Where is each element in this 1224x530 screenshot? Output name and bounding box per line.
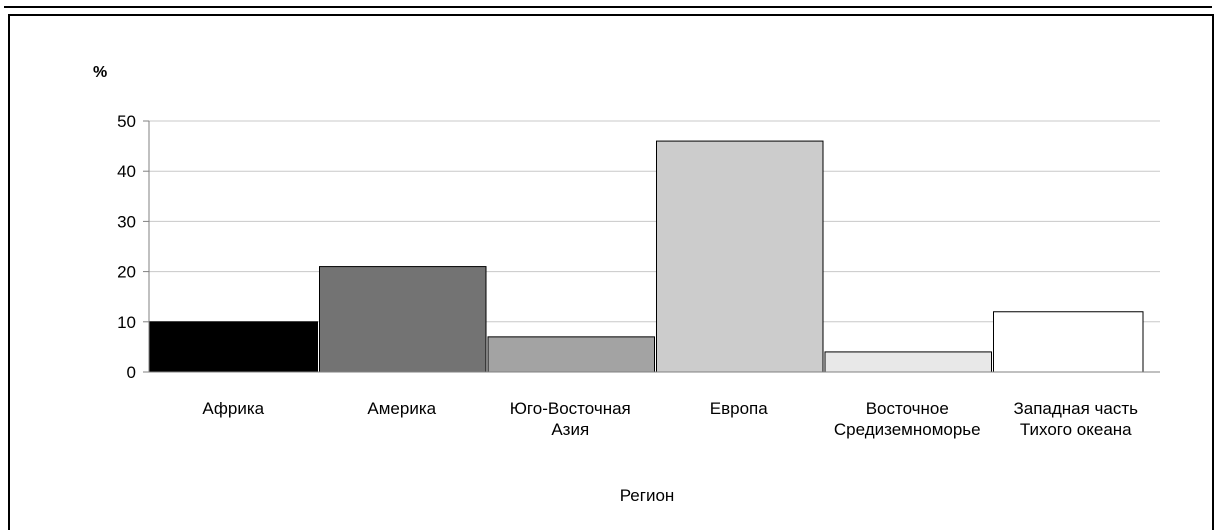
x-category-label: Восточное Средиземноморье [834, 399, 981, 439]
x-category-label: Западная часть Тихого океана [1013, 399, 1138, 439]
x-category-label: Африка [202, 399, 264, 418]
bar [824, 351, 992, 373]
y-tick-label: 50 [117, 112, 136, 131]
x-axis-title: Регион [620, 486, 675, 505]
x-category-label: Америка [367, 399, 436, 418]
bar [148, 321, 318, 373]
bar [319, 266, 487, 373]
y-tick-label: 10 [117, 313, 136, 332]
bars [148, 140, 1144, 373]
y-tick-label: 0 [127, 363, 136, 382]
x-category-label: Юго-Восточная Азия [510, 399, 631, 439]
y-tick-label: 40 [117, 162, 136, 181]
y-tick-label: 30 [117, 212, 136, 231]
bar [993, 311, 1144, 373]
gridlines [149, 120, 1160, 323]
y-unit-label: % [93, 64, 107, 81]
x-category-label: Европа [710, 399, 768, 418]
bar [487, 336, 655, 373]
y-tick-label: 20 [117, 263, 136, 282]
category-labels: Африка Америка Юго-Восточная Азия Европа Вост… [202, 399, 1138, 439]
bar [656, 140, 824, 373]
y-axis: 0 10 20 30 40 50 [117, 112, 1160, 382]
